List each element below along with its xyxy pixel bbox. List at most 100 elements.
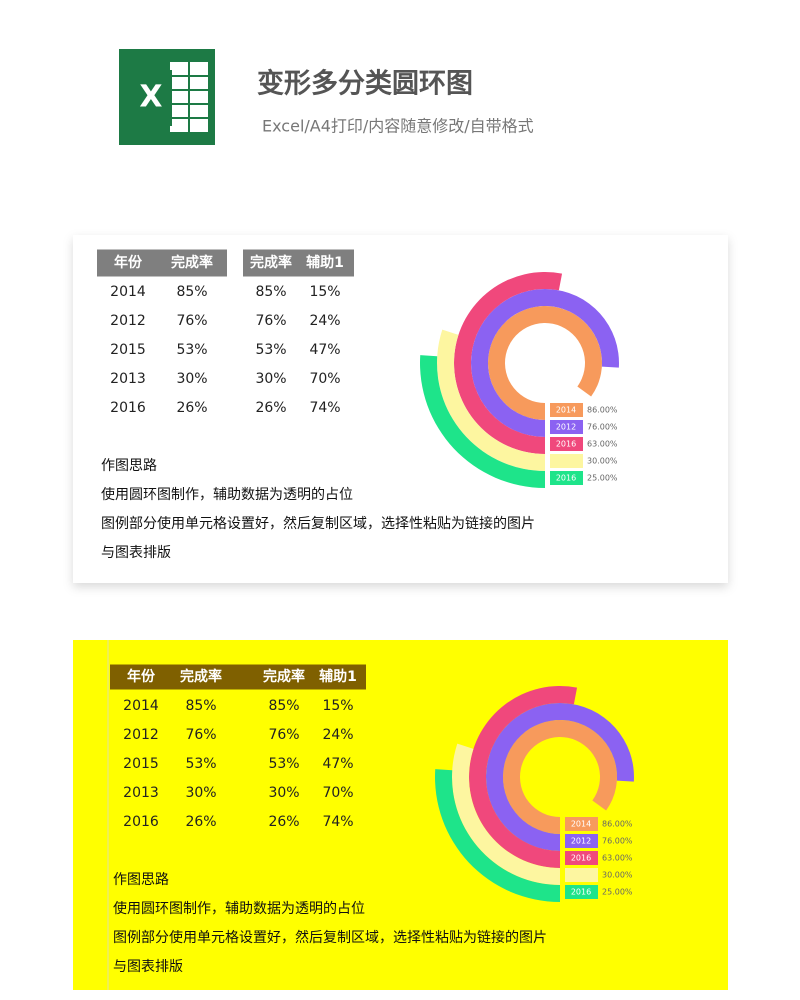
table-cell: 24% [309,313,340,329]
table-header-cell: 辅助1 [319,668,357,685]
legend-swatch [565,885,598,899]
table-cell: 2015 [123,756,159,772]
note-line: 使用圆环图制作，辅助数据为透明的占位 [101,486,353,503]
ring-segment [487,306,602,420]
table-header-cell: 完成率 [171,254,213,271]
table-cell: 15% [322,698,353,714]
logo-tag [130,70,172,126]
table-cell: 15% [309,284,340,300]
table-cell: 85% [176,284,207,300]
legend-year: 2014 [556,406,576,415]
table-header-bg [97,249,227,277]
table-header-cell: 年份 [127,668,156,685]
legend-value: 30.00% [602,871,633,880]
legend-value: 76.00% [587,423,618,432]
logo-grid [170,62,208,132]
ring-segment [452,743,560,885]
note-line: 图例部分使用单元格设置好，然后复制区域，选择性粘贴为链接的图片 [113,929,547,946]
table-cell: 76% [176,313,207,329]
table-cell: 76% [255,313,286,329]
table-cell: 74% [322,814,353,830]
table-header-cell: 年份 [114,254,143,271]
legend-swatch [550,454,583,468]
table-cell: 26% [185,814,216,830]
ring-segment [502,720,617,835]
legend-value: 25.00% [602,888,633,897]
panel-card [73,640,728,990]
note-line: 作图思路 [101,458,157,474]
legend-year: 2012 [556,423,576,432]
legend-value: 25.00% [587,474,618,483]
legend-swatch [565,817,598,831]
table-cell: 2012 [110,313,146,329]
legend-swatch [565,851,598,865]
table-cell: 2014 [110,284,146,300]
legend-value: 63.00% [602,854,633,863]
table-header-cell: 完成率 [250,254,292,271]
legend-swatch [550,437,583,451]
table-cell: 47% [309,342,340,358]
table-cell: 24% [322,727,353,743]
table-header-cell: 完成率 [263,668,305,685]
note-line: 作图思路 [113,872,169,888]
table-cell: 85% [255,284,286,300]
page-subtitle: Excel/A4打印/内容随意修改/自带格式 [262,117,534,136]
table-cell: 47% [322,756,353,772]
legend-value: 86.00% [602,820,633,829]
legend-value: 63.00% [587,440,618,449]
legend-year: 2016 [556,440,576,449]
note-line: 与图表排版 [101,545,171,561]
table-cell: 2015 [110,342,146,358]
legend-value: 76.00% [602,837,633,846]
note-line: 使用圆环图制作，辅助数据为透明的占位 [113,900,365,917]
ring-segment [437,329,545,471]
table-cell: 30% [255,371,286,387]
table-cell: 70% [322,785,353,801]
table-cell: 85% [268,698,299,714]
table-cell: 53% [185,756,216,772]
legend-year: 2014 [571,820,591,829]
table-header-cell: 完成率 [180,668,222,685]
table-header-bg [243,249,354,277]
legend-swatch [550,403,583,417]
table-cell: 2013 [110,371,146,387]
legend-swatch [550,471,583,485]
panel-card [73,235,728,583]
table-cell: 26% [176,400,207,416]
table-cell: 26% [255,400,286,416]
note-line: 图例部分使用单元格设置好，然后复制区域，选择性粘贴为链接的图片 [101,515,535,532]
table-cell: 30% [176,371,207,387]
legend-swatch [550,420,583,434]
legend-value: 30.00% [587,457,618,466]
table-cell: 2013 [123,785,159,801]
legend-year: 2016 [556,474,576,483]
table-header-bg [110,664,366,690]
ring-segment [420,355,545,488]
legend-swatch [565,834,598,848]
logo-letter: X [139,80,162,115]
note-line: 与图表排版 [113,959,183,975]
table-cell: 53% [268,756,299,772]
page-title: 变形多分类圆环图 [257,68,473,100]
ring-segment [454,272,563,454]
table-header-cell: 辅助1 [306,254,344,271]
ring-segment [469,686,578,868]
table-cell: 2012 [123,727,159,743]
legend-year: 2016 [571,854,591,863]
legend-year: 2012 [571,837,591,846]
table-cell: 2014 [123,698,159,714]
legend-year: 2016 [571,888,591,897]
legend-value: 86.00% [587,406,618,415]
table-cell: 53% [255,342,286,358]
table-cell: 74% [309,400,340,416]
legend-swatch [565,868,598,882]
table-cell: 30% [268,785,299,801]
table-cell: 76% [185,727,216,743]
table-cell: 76% [268,727,299,743]
table-cell: 2016 [123,814,159,830]
table-cell: 26% [268,814,299,830]
ring-segment [435,769,560,902]
table-cell: 85% [185,698,216,714]
